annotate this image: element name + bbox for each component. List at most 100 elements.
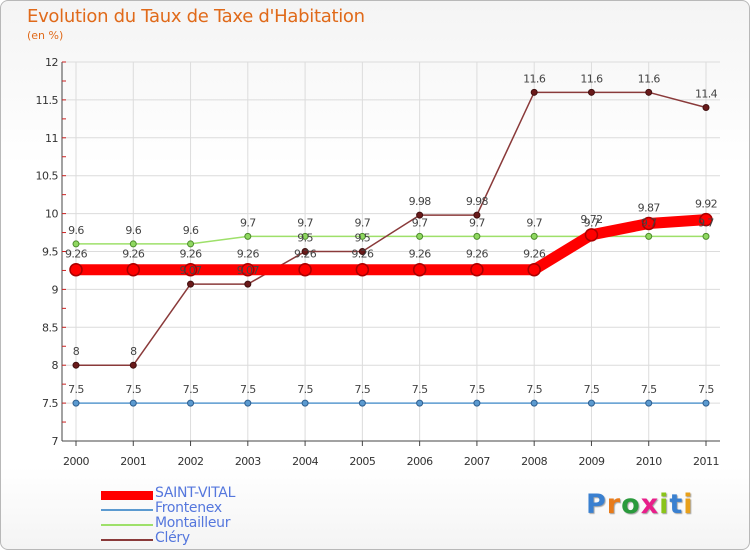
x-tick-label: 2006 [407,455,433,468]
saint-vital-data-label: 9.26 [65,248,88,261]
legend-label: Montailleur [155,515,231,531]
frontenex-data-label: 7.5 [584,383,600,396]
montailleur-point [530,232,538,240]
clery-point [72,361,80,369]
clery-point [301,248,309,255]
saint-vital-point [298,262,312,277]
y-tick-label: 7 [52,435,59,448]
logo-letter: x [640,489,660,520]
clery-point [129,361,137,369]
saint-vital-data-label: 9.72 [580,213,602,226]
x-tick-label: 2000 [63,455,89,468]
x-tick-label: 2003 [235,455,261,468]
saint-vital-point [69,262,83,277]
clery-data-label: 8 [73,345,80,358]
frontenex-data-label: 7.5 [412,383,428,396]
montailleur-data-label: 9.7 [698,216,714,229]
montailleur-point [187,240,195,248]
montailleur-point [645,232,653,240]
frontenex-point [645,399,653,407]
clery-data-label: 9.98 [409,195,432,208]
montailleur-data-label: 9.6 [68,224,84,237]
clery-point [187,280,195,288]
clery-point [358,248,366,255]
frontenex-data-label: 7.5 [125,383,141,396]
montailleur-data-label: 9.7 [641,216,657,229]
logo-letter: i [659,489,670,520]
y-tick-label: 9.5 [42,246,58,259]
frontenex-point [416,399,424,407]
frontenex-data-label: 7.5 [68,383,84,396]
x-tick-label: 2007 [464,455,490,468]
clery-data-label: 9.07 [237,264,260,277]
axes: 7 7.5 8 8.5 9 9.5 10 10.5 11 11.5 12 2000 2001 2002 20… [36,56,720,468]
montailleur-data-label: 9.6 [125,224,141,237]
montailleur-data-label: 9.7 [469,216,485,229]
saint-vital-data-label: 9.26 [466,248,489,261]
montailleur-point [358,232,366,240]
saint-vital-line [70,214,712,276]
frontenex-point [301,399,309,407]
clery-point [530,88,538,96]
y-tick-label: 12 [45,56,58,69]
montailleur-point [301,232,309,240]
frontenex-point [244,399,252,407]
montailleur-line [75,235,707,245]
frontenex-data-label: 7.5 [183,383,199,396]
frontenex-data-label: 7.5 [698,383,714,396]
logo-letter: P [586,489,607,520]
frontenex-point [473,399,481,407]
x-tick-label: 2001 [120,455,146,468]
clery-data-label: 11.6 [580,72,603,85]
saint-vital-data-label: 9.26 [523,248,546,261]
legend-swatch [101,509,153,511]
proxiti-logo: Proxiti [586,489,694,520]
clery-point [645,88,653,96]
clery-data-label: 9.07 [179,264,202,277]
data-labels: 9.6 9.6 9.6 9.7 9.7 9.7 9.7 9.7 9.7 9.7 9.7 9.7 7.5 7… [65,72,718,396]
y-tick-label: 9 [52,283,59,296]
saint-vital-point [527,262,541,277]
clery-data-label: 8 [130,345,137,358]
frontenex-point [129,399,137,407]
frontenex-data-label: 7.5 [526,383,542,396]
montailleur-point [416,232,424,240]
montailleur-data-label: 9.7 [297,216,313,229]
montailleur-data-label: 9.7 [526,216,542,229]
montailleur-point [244,232,252,240]
clery-data-label: 11.4 [695,87,718,100]
frontenex-point [530,399,538,407]
logo-letter: o [621,489,641,520]
clery-data-label: 11.6 [638,72,661,85]
saint-vital-point [641,216,656,231]
montailleur-data-label: 9.7 [412,216,428,229]
x-tick-label: 2005 [349,455,375,468]
saint-vital-data-label: 9.26 [122,248,145,261]
y-tick-label: 11 [45,132,58,145]
saint-vital-data-label: 9.92 [695,198,717,211]
logo-letter: i [683,489,694,520]
x-tick-label: 2004 [292,455,318,468]
frontenex-point [187,399,195,407]
montailleur-data-label: 9.7 [355,216,371,229]
logo-letter: r [606,489,622,520]
series-markers [69,88,713,407]
clery-point [702,103,710,111]
saint-vital-point [470,262,484,277]
frontenex-point [702,399,710,407]
legend-label: Cléry [155,530,190,546]
saint-vital-point [699,212,713,227]
clery-data-label: 9.98 [466,195,489,208]
saint-vital-point [355,262,370,277]
saint-vital-point [126,262,141,277]
frontenex-data-label: 7.5 [355,383,371,396]
saint-vital-point [241,262,255,277]
clery-data-label: 11.6 [523,72,546,85]
y-tick-label: 7.5 [42,397,58,410]
montailleur-point [129,240,137,248]
clery-data-label: 9.5 [355,232,371,245]
legend-label: SAINT-VITAL [155,485,236,501]
frontenex-point [72,399,80,407]
